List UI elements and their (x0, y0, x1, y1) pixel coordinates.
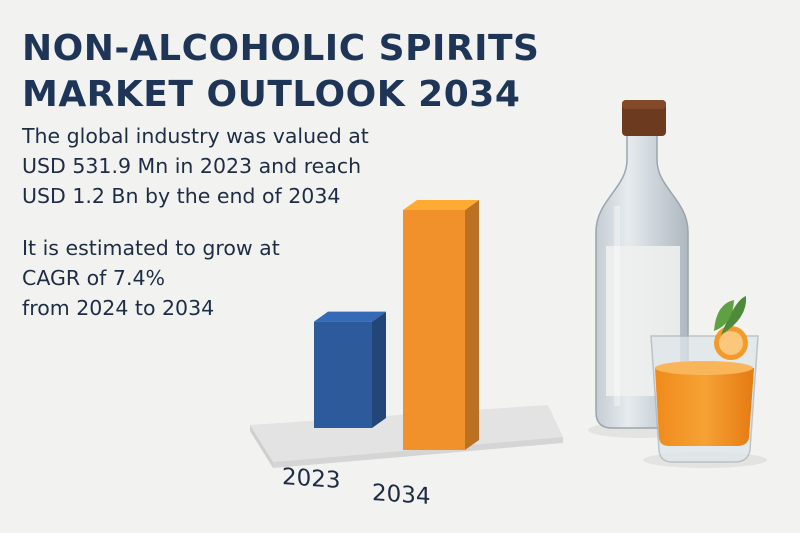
x-tick-label-2023: 2023 (282, 463, 341, 495)
market-value-line-2: USD 531.9 Mn in 2023 and reach (22, 154, 362, 178)
growth-text: It is estimated to grow at CAGR of 7.4% … (22, 233, 422, 323)
title-line-1: NON-ALCOHOLIC SPIRITS (22, 28, 540, 69)
x-tick-label-2034: 2034 (372, 479, 431, 511)
bar-side-2023 (372, 311, 386, 428)
bar-front-2023 (314, 321, 372, 428)
market-value-text: The global industry was valued at USD 53… (22, 121, 422, 211)
bar-2023 (314, 311, 386, 428)
bar-2034 (403, 200, 479, 450)
bar-side-2034 (465, 200, 479, 450)
growth-line-3: from 2024 to 2034 (22, 296, 215, 320)
bar-front-2034 (403, 210, 465, 450)
market-value-line-1: The global industry was valued at (22, 124, 369, 148)
growth-line-2: CAGR of 7.4% (22, 266, 165, 290)
bar-group (314, 200, 479, 450)
growth-line-1: It is estimated to grow at (22, 236, 280, 260)
title-line-2: MARKET OUTLOOK 2034 (22, 74, 521, 115)
bar-top-2023 (314, 311, 386, 322)
page-title: NON-ALCOHOLIC SPIRITS MARKET OUTLOOK 203… (22, 26, 542, 118)
market-value-line-3: USD 1.2 Bn by the end of 2034 (22, 184, 341, 208)
orange-drink-glass-icon (643, 296, 767, 468)
bar-top-2034 (403, 200, 479, 210)
